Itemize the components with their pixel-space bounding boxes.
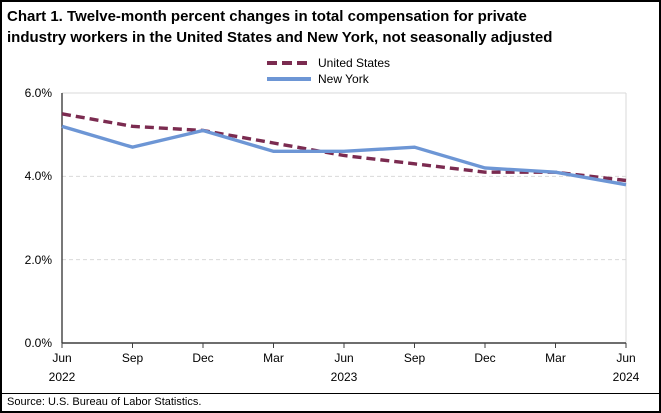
source-note: Source: U.S. Bureau of Labor Statistics. <box>7 396 202 408</box>
y-axis-tick-label: 4.0% <box>24 169 52 184</box>
x-axis-tick-label-month: Jun <box>616 351 636 365</box>
x-axis-tick-label-month: Dec <box>474 351 496 365</box>
legend-label-united-states: United States <box>318 56 391 70</box>
chart-title: Chart 1. Twelve-month percent changes in… <box>7 6 552 48</box>
x-axis-tick-label-year: 2024 <box>612 370 640 384</box>
legend-label-new-york: New York <box>318 72 369 86</box>
x-axis-tick-label-month: Mar <box>545 351 566 365</box>
x-axis-tick-label-month: Sep <box>403 351 426 365</box>
new-york-solid-line-swatch <box>267 77 311 81</box>
legend-item-united-states: United States <box>267 55 390 71</box>
x-axis-tick-label-month: Sep <box>121 351 144 365</box>
legend: United States New York <box>267 55 390 87</box>
series-line-united-states <box>61 112 627 183</box>
legend-item-new-york: New York <box>267 71 390 87</box>
chart-title-line-2: industry workers in the United States an… <box>7 29 553 46</box>
united-states-dashed-line-swatch <box>267 61 311 65</box>
x-axis-tick-label-month: Jun <box>52 351 72 365</box>
y-axis-tick-label: 6.0% <box>24 86 52 100</box>
y-axis-tick-label: 2.0% <box>24 252 52 267</box>
x-axis-tick-label-month: Mar <box>263 351 284 365</box>
x-axis-tick-label-year: 2023 <box>330 370 358 384</box>
x-axis-tick-label-year: 2022 <box>48 370 76 384</box>
y-axis-tick-label: 0.0% <box>24 336 52 350</box>
series-line-new-york <box>61 124 627 187</box>
x-axis-tick-label-month: Dec <box>192 351 214 365</box>
x-axis-tick-label-month: Jun <box>334 351 354 365</box>
footer-divider <box>2 393 659 394</box>
chart-title-line-1: Chart 1. Twelve-month percent changes in… <box>7 8 527 25</box>
